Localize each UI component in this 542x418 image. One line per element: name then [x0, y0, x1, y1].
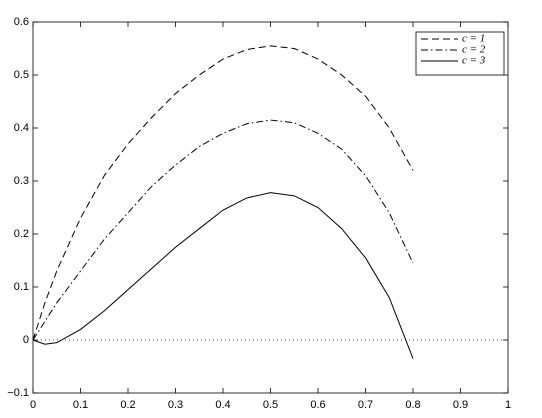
x-tick-label: 0.8 [405, 399, 420, 411]
x-tick-label: 0 [30, 399, 36, 411]
series-line [32, 45, 414, 341]
y-tick-label: 0.1 [14, 281, 29, 293]
x-tick-label: 0.9 [453, 399, 468, 411]
y-tick-label: 0.5 [14, 69, 29, 81]
y-tick-label: −0.1 [7, 387, 29, 399]
legend-box [415, 31, 505, 76]
legend-label: c = 3 [462, 55, 486, 67]
x-tick-label: 0.5 [263, 399, 278, 411]
x-tick-label: 0.6 [310, 399, 325, 411]
y-tick-label: 0 [23, 334, 29, 346]
plot-area [32, 21, 509, 394]
legend-label: c = 2 [462, 44, 486, 56]
x-tick-label: 0.4 [215, 399, 230, 411]
legend-label: c = 1 [462, 33, 485, 45]
x-tick-label: 0.1 [73, 399, 88, 411]
x-tick-label: 1 [505, 399, 511, 411]
y-tick-label: 0.2 [14, 228, 29, 240]
x-tick-label: 0.7 [358, 399, 373, 411]
x-tick-label: 0.3 [168, 399, 183, 411]
x-tick-label: 0.2 [120, 399, 135, 411]
y-tick-label: 0.3 [14, 175, 29, 187]
y-tick-label: 0.4 [14, 122, 29, 134]
series-line [32, 119, 414, 341]
y-tick-label: 0.6 [14, 16, 29, 28]
series-line [32, 192, 414, 359]
